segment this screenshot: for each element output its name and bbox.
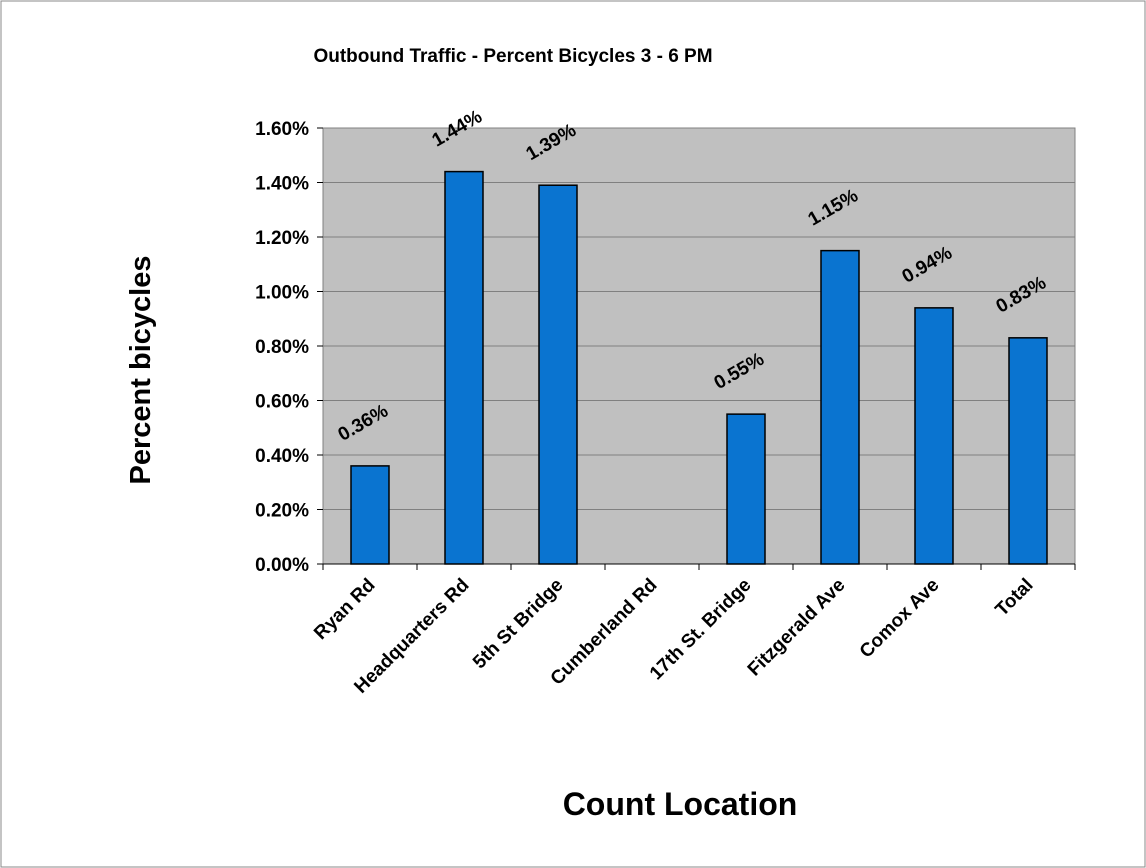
y-tick-label: 1.00% xyxy=(255,283,309,304)
bar xyxy=(820,249,860,565)
x-axis-label: Count Location xyxy=(563,786,798,822)
y-axis-label: Percent bicycles xyxy=(125,256,157,485)
bar xyxy=(914,307,954,565)
y-tick-label: 0.40% xyxy=(255,446,309,467)
bar xyxy=(726,413,766,565)
chart-title: Outbound Traffic - Percent Bicycles 3 - … xyxy=(313,46,712,67)
bar xyxy=(350,465,390,565)
y-tick-label: 1.40% xyxy=(255,174,309,195)
y-tick-label: 0.20% xyxy=(255,501,309,522)
y-tick-label: 0.80% xyxy=(255,337,309,358)
y-tick-label: 1.20% xyxy=(255,228,309,249)
bar xyxy=(444,170,484,565)
y-tick-label: 0.00% xyxy=(255,555,309,576)
bar xyxy=(1008,337,1048,565)
y-tick-label: 1.60% xyxy=(255,119,309,140)
bar xyxy=(538,184,578,565)
y-tick-label: 0.60% xyxy=(255,392,309,413)
